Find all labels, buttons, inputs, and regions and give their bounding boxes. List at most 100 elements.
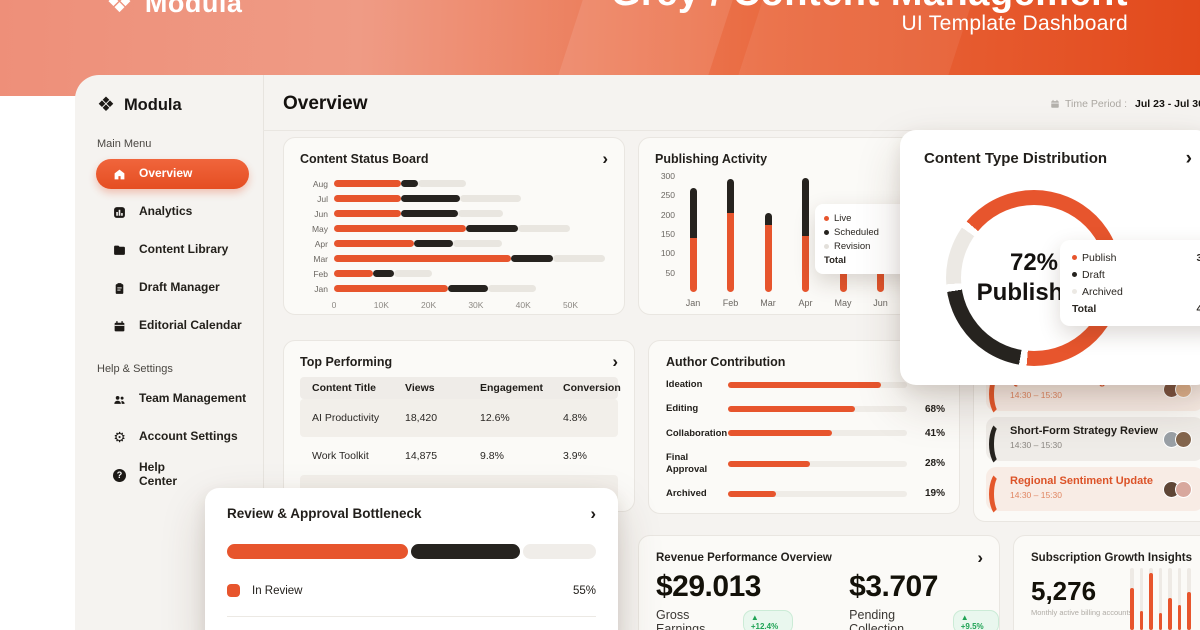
avatar bbox=[1175, 481, 1192, 498]
progress-row: Collaboration 41% bbox=[666, 428, 945, 439]
scheduled-segment bbox=[689, 187, 697, 239]
table-cell: 9.8% bbox=[480, 450, 504, 462]
users-icon bbox=[112, 392, 127, 407]
axis-tick-label: 0 bbox=[331, 300, 337, 310]
live-segment bbox=[334, 270, 374, 277]
chevron-right-icon[interactable]: › bbox=[612, 352, 618, 371]
live-segment bbox=[334, 195, 402, 202]
divider bbox=[227, 616, 596, 617]
avatar-group bbox=[1163, 481, 1192, 498]
chevron-right-icon[interactable]: › bbox=[602, 149, 608, 168]
card-title: Top Performing bbox=[300, 355, 393, 369]
sidebar-item-content-library[interactable]: Content Library bbox=[96, 235, 249, 265]
axis-tick-label: 200 bbox=[660, 209, 675, 220]
card-title: Author Contribution bbox=[666, 355, 786, 369]
table-row[interactable]: Work Toolkit 14,875 9.8% 3.9% bbox=[300, 437, 618, 475]
content-type-distribution-card: Content Type Distribution › 72% Publishe… bbox=[900, 130, 1200, 385]
row-label: May bbox=[311, 223, 328, 234]
card-title: Publishing Activity bbox=[655, 152, 768, 166]
sidebar-item-label: Help Center bbox=[139, 460, 178, 488]
hero-title: Grey / Content Management bbox=[611, 0, 1128, 15]
donut-center-value: 72% bbox=[1009, 249, 1059, 276]
bracket-icon bbox=[989, 421, 1011, 467]
schedule-list: Q2 Audience Insight14:30 – 15:30Short-Fo… bbox=[986, 367, 1200, 517]
avatar bbox=[1175, 431, 1192, 448]
sidebar-logo: ❖ Modula bbox=[97, 94, 263, 116]
progress-row: Ideation bbox=[666, 379, 945, 390]
chevron-right-icon[interactable]: › bbox=[1185, 147, 1192, 169]
progress-value: 68% bbox=[924, 403, 945, 415]
sidebar-item-overview[interactable]: Overview bbox=[96, 159, 249, 189]
sidebar-item-account-settings[interactable]: ⚙ Account Settings bbox=[96, 422, 249, 452]
stacked-bar bbox=[334, 270, 432, 277]
legend-row: Archived54 bbox=[1072, 283, 1200, 300]
bar-segment bbox=[227, 544, 408, 559]
chevron-right-icon[interactable]: › bbox=[977, 548, 983, 567]
help-icon: ? bbox=[112, 468, 127, 483]
live-segment bbox=[764, 225, 772, 292]
stat-label: Gross Earnings bbox=[656, 608, 706, 630]
hero-subtitle: UI Template Dashboard bbox=[901, 12, 1128, 35]
status-bar-row: Jan bbox=[298, 281, 614, 296]
legend-label: Live bbox=[834, 212, 852, 224]
stacked-bar bbox=[764, 212, 772, 292]
row-label: Feb bbox=[313, 268, 328, 279]
spark-bar-fill bbox=[1130, 587, 1134, 630]
sidebar-item-team-management[interactable]: Team Management bbox=[96, 384, 249, 414]
sidebar-item-label: Team Management bbox=[139, 391, 247, 406]
sidebar-item-editorial-calendar[interactable]: Editorial Calendar bbox=[96, 311, 249, 341]
legend-dot-icon bbox=[824, 229, 829, 235]
stat-label-row: Pending Collection ▲ +9.5% bbox=[849, 608, 999, 630]
revenue-stat: $3.707 Pending Collection ▲ +9.5% bbox=[849, 570, 999, 630]
spark-bar-track bbox=[1130, 568, 1134, 630]
stacked-bar bbox=[334, 255, 606, 262]
chevron-right-icon[interactable]: › bbox=[590, 503, 596, 523]
schedule-item-regional-sentiment-update[interactable]: Regional Sentiment Update 14:30 – 15:30 bbox=[986, 467, 1200, 517]
review-bottleneck-popup: Review & Approval Bottleneck › In Review… bbox=[205, 488, 618, 630]
axis-tick-label: Apr bbox=[798, 298, 813, 308]
row-label: Mar bbox=[313, 253, 328, 264]
axis-tick-label: 10K bbox=[373, 300, 389, 310]
stat-value: $29.013 bbox=[656, 570, 761, 603]
progress-fill bbox=[728, 430, 832, 437]
status-board-chart: Aug Jul Jun May Apr Mar Feb Jan bbox=[298, 176, 614, 296]
axis-tick-label: 250 bbox=[660, 190, 675, 201]
subscription-value: 5,276 bbox=[1031, 576, 1097, 606]
sidebar-item-analytics[interactable]: Analytics bbox=[96, 197, 249, 227]
table-row[interactable]: AI Productivity 18,420 12.6% 4.8% bbox=[300, 399, 618, 437]
column-header: Views bbox=[405, 382, 435, 394]
bar-segment bbox=[410, 544, 521, 559]
row-label: Editing bbox=[666, 403, 699, 415]
stacked-bar bbox=[334, 240, 502, 247]
sidebar-item-help-center[interactable]: ? Help Center bbox=[96, 460, 249, 490]
sidebar-item-draft-manager[interactable]: Draft Manager bbox=[96, 273, 249, 303]
sidebar-logo-text: Modula bbox=[123, 95, 182, 114]
top-performing-card: Top Performing › Content Title Views Engag… bbox=[283, 340, 635, 513]
progress-fill bbox=[728, 381, 882, 388]
content-status-board-card: Content Status Board › Aug Jul Jun May Apr Ma… bbox=[283, 137, 625, 315]
axis-tick-label: May bbox=[834, 298, 852, 308]
row-label: Ideation bbox=[666, 379, 703, 390]
row-label: Jul bbox=[317, 193, 328, 204]
column-header: Engagement bbox=[480, 382, 544, 394]
table-cell: 3.9% bbox=[563, 450, 587, 462]
legend-label: Scheduled bbox=[834, 226, 879, 238]
status-bar-row: Feb bbox=[298, 266, 614, 281]
legend-row: Publish 324 bbox=[1072, 249, 1200, 266]
legend-dot-icon bbox=[1072, 289, 1077, 294]
card-title: Review & Approval Bottleneck bbox=[227, 506, 422, 521]
sidebar-item-label: Content Library bbox=[139, 242, 229, 257]
hero-logo: ❖ Modula bbox=[106, 0, 242, 20]
scheduled-segment bbox=[510, 255, 554, 262]
schedule-item-short-form-strategy-review[interactable]: Short-Form Strategy Review 14:30 – 15:30 bbox=[986, 417, 1200, 467]
progress-value: 19% bbox=[924, 488, 945, 500]
axis-tick-label: Jun bbox=[873, 298, 888, 308]
legend-value: 324 bbox=[1196, 251, 1200, 264]
legend-value: 55% bbox=[572, 584, 596, 597]
gear-icon: ⚙ bbox=[113, 429, 126, 445]
table-cell: 12.6% bbox=[480, 412, 510, 424]
row-label: Collaboration bbox=[666, 427, 728, 439]
time-period-selector[interactable]: Time Period : Jul 23 - Jul 30, 2024 bbox=[1050, 98, 1200, 110]
progress-value: 28% bbox=[924, 458, 945, 470]
